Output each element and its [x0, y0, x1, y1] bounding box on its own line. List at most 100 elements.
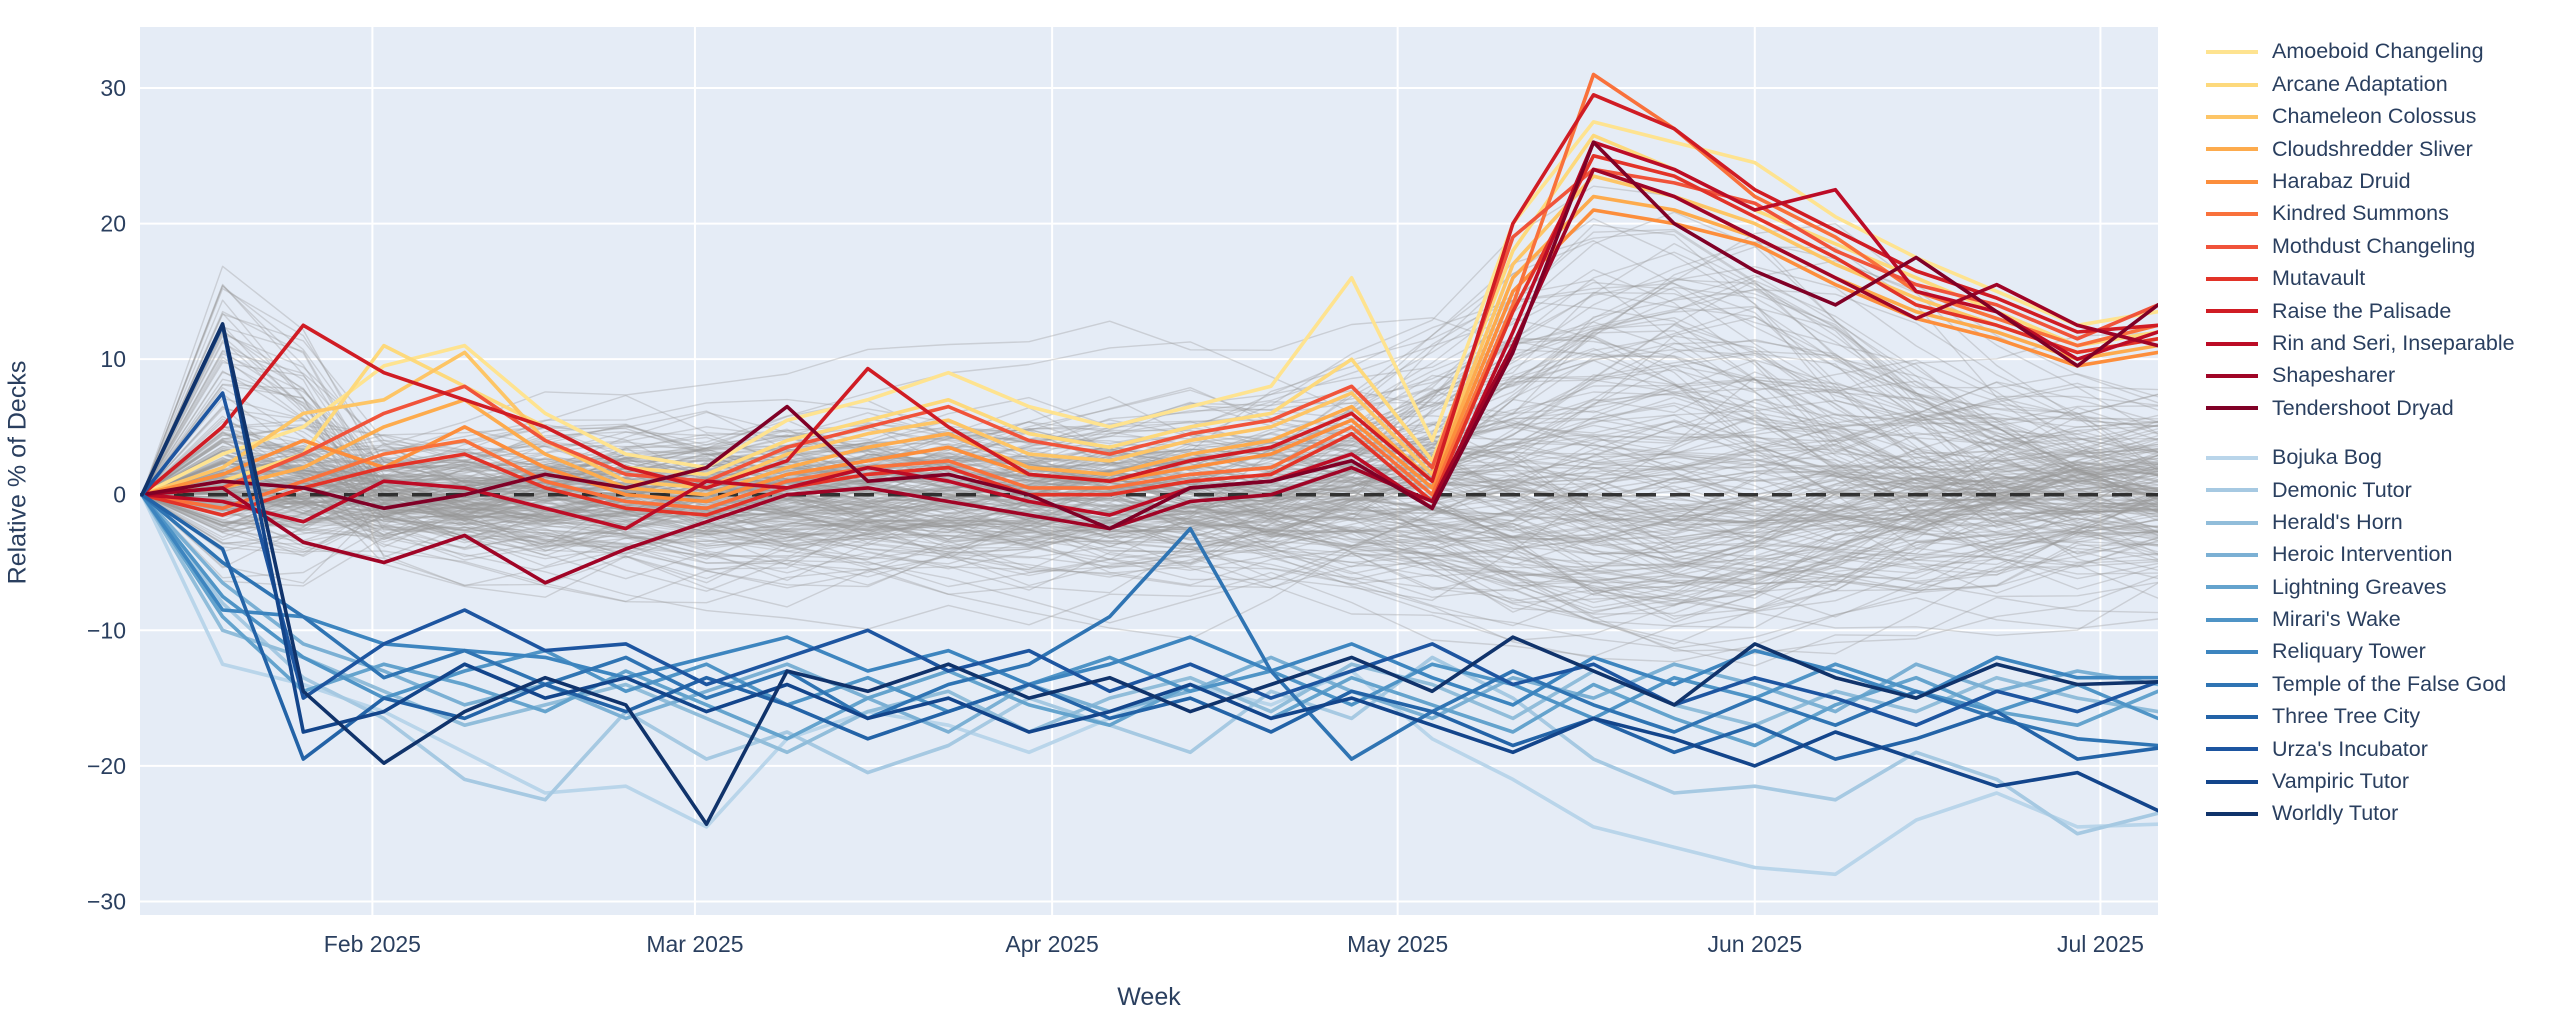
series-line-reliquary-tower[interactable] [140, 492, 2158, 707]
legend-item[interactable]: Urza's Incubator [2206, 733, 2515, 765]
background-line[interactable] [141, 446, 2158, 581]
background-line[interactable] [141, 287, 2158, 532]
background-line[interactable] [141, 494, 2158, 658]
background-line[interactable] [141, 441, 2158, 558]
legend-item[interactable]: Tendershoot Dryad [2206, 392, 2515, 424]
background-line[interactable] [141, 490, 2158, 655]
background-line[interactable] [141, 376, 2158, 555]
background-line[interactable] [141, 418, 2158, 589]
legend-item[interactable]: Raise the Palisade [2206, 295, 2515, 327]
background-line[interactable] [141, 299, 2158, 519]
background-line[interactable] [141, 352, 2158, 555]
series-line-three-tree-city[interactable] [140, 492, 2158, 761]
background-line[interactable] [141, 481, 2158, 667]
background-line[interactable] [141, 425, 2158, 562]
background-line[interactable] [141, 317, 2158, 496]
background-line[interactable] [141, 306, 2158, 573]
background-line[interactable] [141, 414, 2158, 562]
series-line-mirari-s-wake[interactable] [140, 492, 2158, 721]
background-line[interactable] [141, 384, 2158, 559]
background-line[interactable] [141, 274, 2158, 535]
background-line[interactable] [141, 448, 2158, 566]
background-line[interactable] [141, 384, 2158, 526]
background-line[interactable] [141, 408, 2158, 525]
background-line[interactable] [141, 472, 2158, 511]
series-line-heroic-intervention[interactable] [140, 492, 2158, 734]
background-line[interactable] [141, 453, 2158, 617]
background-line[interactable] [141, 310, 2158, 640]
background-line[interactable] [141, 476, 2158, 584]
background-line[interactable] [141, 473, 2158, 612]
series-line-urza-s-incubator[interactable] [140, 391, 2158, 728]
legend-item[interactable]: Rin and Seri, Inseparable [2206, 328, 2515, 360]
background-line[interactable] [141, 251, 2158, 541]
background-line[interactable] [141, 316, 2158, 532]
background-line[interactable] [141, 282, 2158, 570]
background-line[interactable] [141, 470, 2158, 578]
background-line[interactable] [141, 424, 2158, 551]
background-line[interactable] [141, 463, 2158, 539]
background-line[interactable] [141, 462, 2158, 627]
background-line[interactable] [141, 230, 2158, 553]
background-line[interactable] [141, 330, 2158, 520]
legend-item[interactable]: Amoeboid Changeling [2206, 36, 2515, 68]
background-line[interactable] [141, 246, 2158, 522]
background-line[interactable] [141, 424, 2158, 511]
background-line[interactable] [141, 228, 2158, 518]
background-line[interactable] [141, 493, 2158, 569]
background-line[interactable] [141, 283, 2158, 541]
background-line[interactable] [141, 329, 2158, 498]
background-line[interactable] [141, 434, 2158, 568]
background-line[interactable] [141, 347, 2158, 554]
background-line[interactable] [141, 494, 2158, 613]
background-line[interactable] [141, 350, 2158, 530]
legend-item[interactable]: Demonic Tutor [2206, 474, 2515, 506]
background-line[interactable] [141, 463, 2158, 586]
background-line[interactable] [141, 443, 2158, 560]
background-line[interactable] [141, 421, 2158, 514]
background-line[interactable] [141, 411, 2158, 550]
background-line[interactable] [141, 494, 2158, 592]
background-line[interactable] [141, 370, 2158, 555]
series-line-demonic-tutor[interactable] [140, 492, 2158, 836]
legend-item[interactable]: Reliquary Tower [2206, 636, 2515, 668]
background-line[interactable] [141, 359, 2158, 557]
background-line[interactable] [141, 439, 2158, 565]
background-line[interactable] [141, 417, 2158, 549]
background-line[interactable] [141, 326, 2158, 604]
background-line[interactable] [141, 279, 2158, 523]
background-line[interactable] [141, 451, 2158, 577]
background-line[interactable] [141, 472, 2158, 612]
background-line[interactable] [141, 393, 2158, 588]
legend-item[interactable]: Heroic Intervention [2206, 539, 2515, 571]
legend-item[interactable]: Harabaz Druid [2206, 166, 2515, 198]
background-line[interactable] [141, 406, 2158, 514]
background-line[interactable] [141, 424, 2158, 522]
background-line[interactable] [141, 342, 2158, 580]
background-line[interactable] [141, 465, 2158, 587]
background-line[interactable] [141, 450, 2158, 566]
background-line[interactable] [141, 463, 2158, 546]
background-line[interactable] [141, 494, 2158, 550]
background-line[interactable] [141, 387, 2158, 512]
background-line[interactable] [141, 359, 2158, 566]
series-line-raise-the-palisade[interactable] [140, 93, 2158, 497]
legend-item[interactable]: Lightning Greaves [2206, 571, 2515, 603]
background-line[interactable] [141, 371, 2158, 519]
background-line[interactable] [141, 420, 2158, 592]
background-line[interactable] [141, 447, 2158, 553]
legend-item[interactable]: Vampiric Tutor [2206, 766, 2515, 798]
series-line-chameleon-colossus[interactable] [140, 174, 2158, 497]
background-line[interactable] [141, 427, 2158, 598]
legend-item[interactable]: Mutavault [2206, 263, 2515, 295]
background-line[interactable] [141, 414, 2158, 565]
background-line[interactable] [141, 356, 2158, 615]
legend-item[interactable]: Chameleon Colossus [2206, 101, 2515, 133]
background-line[interactable] [141, 324, 2158, 590]
background-line[interactable] [141, 494, 2158, 610]
background-line[interactable] [141, 269, 2158, 545]
background-line[interactable] [141, 281, 2158, 538]
background-line[interactable] [141, 419, 2158, 529]
background-line[interactable] [141, 434, 2158, 531]
